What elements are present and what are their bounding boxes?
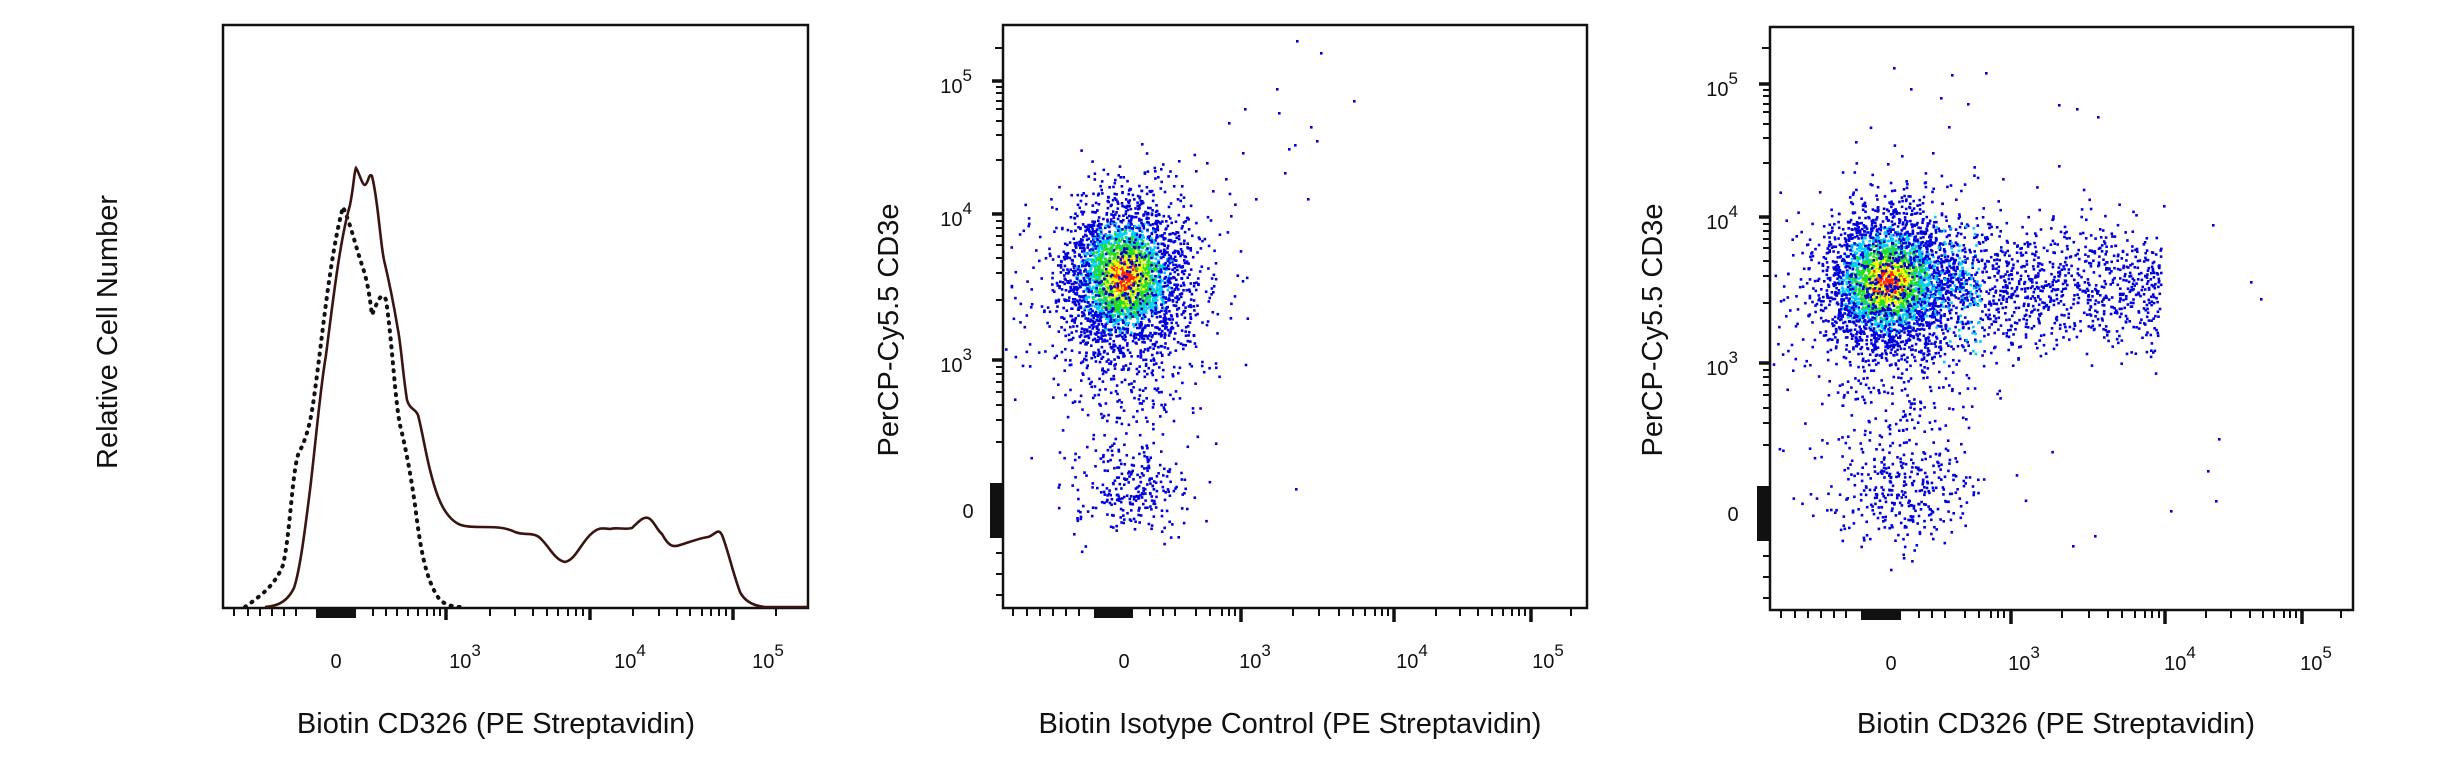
panel-1-histogram: 0 103 104 105 Biotin CD326 (PE Streptavi…: [92, 23, 810, 740]
p3-xtick-1e3: 103: [2008, 643, 2040, 675]
panel-3-y-ticks: [1757, 47, 1770, 599]
p3-ytick-0: 0: [1727, 504, 1738, 526]
panel-3-x-ticks: [1780, 610, 2342, 624]
p2-ytick-1e5: 105: [940, 66, 972, 98]
p3-xtick-0: 0: [1885, 653, 1896, 675]
panel-3-dotplot-cd326: 105 104 103 0 0 103 104: [1637, 25, 2355, 740]
p1-xtick-1e5: 105: [752, 641, 784, 673]
panel-1-x-ticks: [233, 608, 777, 620]
panel-2-y-ticks: [990, 47, 1003, 596]
p1-x-axis-title: Biotin CD326 (PE Streptavidin): [297, 708, 695, 740]
p3-y-axis-title: PerCP-Cy5.5 CD3e: [1637, 203, 1669, 456]
p2-xtick-1e5: 105: [1532, 641, 1564, 673]
p3-xtick-1e4: 104: [2164, 643, 2196, 675]
p3-ytick-1e5: 105: [1706, 69, 1738, 101]
p3-ytick-1e4: 104: [1706, 202, 1738, 234]
panel-2-dotplot-isotype: 105 104 103 0 0 103: [873, 23, 1589, 740]
panel-2-events: [1005, 40, 1356, 554]
histogram-isotype-dotted: [243, 200, 462, 609]
panel-3-frame: [1768, 25, 2355, 612]
p2-y-axis-title: PerCP-Cy5.5 CD3e: [873, 203, 905, 456]
p3-ytick-1e3: 103: [1706, 348, 1738, 380]
panel-2-frame: [1001, 23, 1589, 610]
p1-y-axis-title: Relative Cell Number: [92, 195, 124, 469]
panel-2-x-ticks: [1012, 608, 1572, 622]
p1-xtick-1e3: 103: [449, 641, 481, 673]
p3-x-axis-title: Biotin CD326 (PE Streptavidin): [1857, 708, 2255, 740]
p3-xtick-1e5: 105: [2300, 643, 2332, 675]
p1-xtick-0: 0: [330, 651, 341, 673]
p2-xtick-1e3: 103: [1239, 641, 1271, 673]
p1-xtick-1e4: 104: [614, 641, 646, 673]
p2-xtick-0: 0: [1118, 651, 1129, 673]
panel-3-events: [1772, 67, 2263, 572]
histogram-cd326-solid: [264, 165, 808, 609]
p2-ytick-1e4: 104: [940, 199, 972, 231]
panel-1-frame: [221, 23, 810, 610]
p2-xtick-1e4: 104: [1396, 641, 1428, 673]
p2-ytick-1e3: 103: [940, 345, 972, 377]
p2-ytick-0: 0: [962, 501, 973, 523]
p2-x-axis-title: Biotin Isotype Control (PE Streptavidin): [1039, 708, 1542, 740]
